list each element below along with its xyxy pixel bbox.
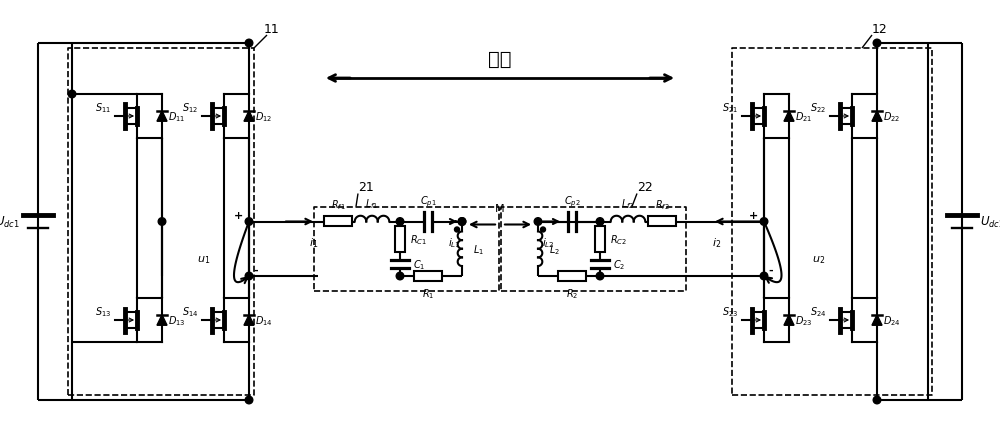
Text: $D_{13}$: $D_{13}$ [168, 313, 186, 327]
Text: $C_1$: $C_1$ [413, 257, 426, 271]
Polygon shape [244, 315, 254, 325]
Text: $U_{dc2}$: $U_{dc2}$ [980, 215, 1000, 230]
Circle shape [245, 40, 253, 48]
Circle shape [396, 272, 404, 280]
Text: $S_{13}$: $S_{13}$ [95, 304, 111, 318]
Circle shape [458, 218, 466, 226]
Text: $L_1$: $L_1$ [473, 242, 484, 256]
Text: $R_1$: $R_1$ [422, 286, 434, 300]
Text: $S_{11}$: $S_{11}$ [95, 101, 111, 115]
Circle shape [245, 272, 253, 280]
Polygon shape [872, 112, 882, 122]
Text: $D_{11}$: $D_{11}$ [168, 110, 185, 124]
Bar [595, 226, 605, 252]
Text: $S_{21}$: $S_{21}$ [722, 101, 738, 115]
Text: $i_{L2}$: $i_{L2}$ [542, 236, 554, 250]
Text: $C_2$: $C_2$ [613, 257, 626, 271]
Circle shape [245, 396, 253, 404]
Circle shape [873, 396, 881, 404]
Text: $S_{23}$: $S_{23}$ [722, 304, 738, 318]
Text: $S_{12}$: $S_{12}$ [182, 101, 198, 115]
Circle shape [396, 218, 404, 226]
Circle shape [596, 272, 604, 280]
Text: 21: 21 [358, 181, 374, 194]
Polygon shape [784, 112, 794, 122]
Text: -: - [768, 265, 773, 276]
Text: $i_2$: $i_2$ [712, 236, 722, 250]
Circle shape [534, 218, 542, 226]
Text: $L_{f1}$: $L_{f1}$ [365, 197, 379, 210]
Text: $S_{14}$: $S_{14}$ [182, 304, 198, 318]
Circle shape [873, 40, 881, 48]
Text: $D_{24}$: $D_{24}$ [883, 313, 901, 327]
Text: +: + [234, 211, 243, 221]
Text: 12: 12 [872, 23, 888, 36]
Text: +: + [749, 211, 758, 221]
Text: $L_2$: $L_2$ [549, 242, 560, 256]
Text: M: M [495, 204, 505, 214]
Circle shape [760, 272, 768, 280]
Text: $L_{f2}$: $L_{f2}$ [621, 197, 635, 210]
Text: $U_{dc1}$: $U_{dc1}$ [0, 215, 20, 230]
Text: 11: 11 [264, 23, 280, 36]
Text: 功率: 功率 [488, 50, 512, 69]
Text: 22: 22 [637, 181, 653, 194]
Text: $D_{12}$: $D_{12}$ [255, 110, 272, 124]
Text: $R_{f2}$: $R_{f2}$ [655, 198, 669, 212]
Text: $S_{24}$: $S_{24}$ [810, 304, 826, 318]
Text: $D_{23}$: $D_{23}$ [795, 313, 813, 327]
Polygon shape [157, 112, 167, 122]
Polygon shape [157, 315, 167, 325]
Text: $R_{f1}$: $R_{f1}$ [331, 198, 345, 212]
Circle shape [458, 218, 466, 226]
Polygon shape [872, 315, 882, 325]
Bar [324, 217, 352, 227]
Circle shape [596, 218, 604, 226]
Text: $D_{21}$: $D_{21}$ [795, 110, 812, 124]
Bar [414, 272, 442, 281]
Text: $u_2$: $u_2$ [812, 253, 826, 265]
Text: -: - [253, 265, 258, 276]
Polygon shape [784, 315, 794, 325]
Text: $D_{22}$: $D_{22}$ [883, 110, 900, 124]
Text: $i_1$: $i_1$ [309, 236, 319, 250]
Polygon shape [244, 112, 254, 122]
Text: $R_2$: $R_2$ [566, 286, 578, 300]
Circle shape [760, 218, 768, 226]
Circle shape [68, 91, 76, 99]
Text: $i_{L1}$: $i_{L1}$ [448, 236, 460, 250]
Text: $D_{14}$: $D_{14}$ [255, 313, 273, 327]
Bar [648, 217, 676, 227]
Circle shape [454, 227, 460, 233]
Text: $C_{p2}$: $C_{p2}$ [564, 194, 580, 208]
Bar [395, 226, 405, 252]
Text: $u_1$: $u_1$ [197, 253, 211, 265]
Bar [558, 272, 586, 281]
Text: $R_{C1}$: $R_{C1}$ [410, 232, 427, 246]
Text: $S_{22}$: $S_{22}$ [810, 101, 826, 115]
Circle shape [540, 227, 546, 233]
Text: $R_{C2}$: $R_{C2}$ [610, 232, 627, 246]
Text: $C_{p1}$: $C_{p1}$ [420, 194, 436, 208]
Circle shape [245, 218, 253, 226]
Circle shape [158, 218, 166, 226]
